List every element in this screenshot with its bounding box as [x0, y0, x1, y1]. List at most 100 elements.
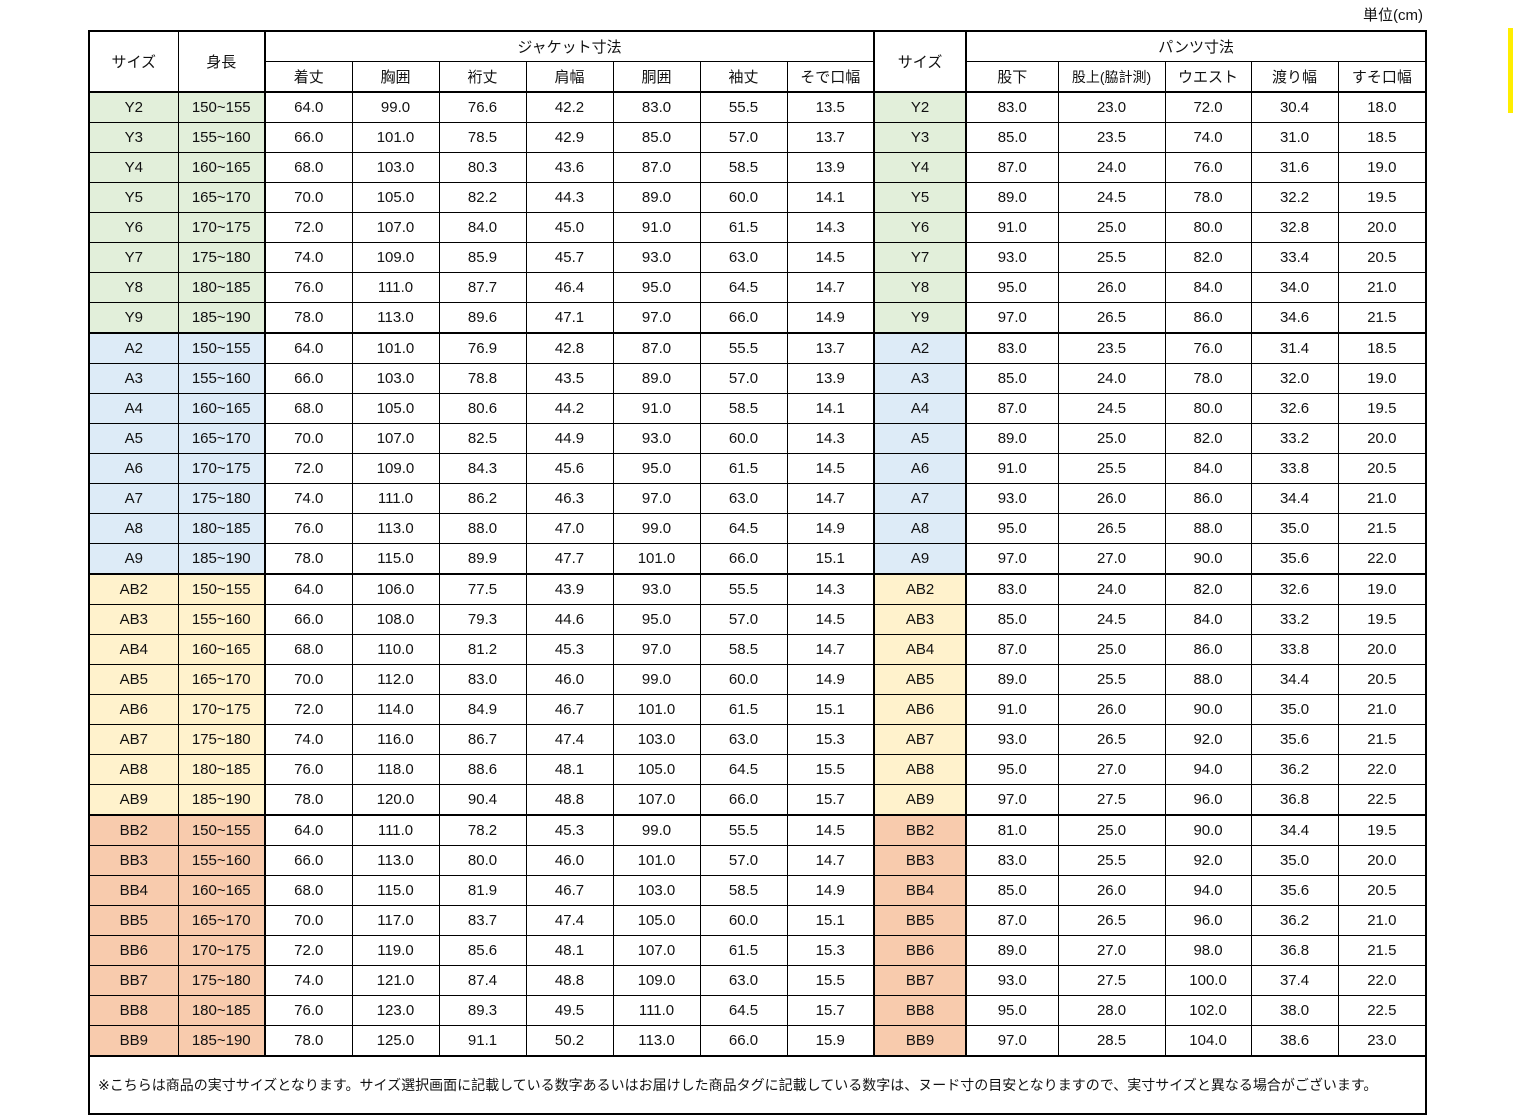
pants-value-cell: 96.0	[1164, 905, 1252, 936]
pants-value-cell: 25.0	[1057, 212, 1166, 243]
pants-value-cell: 35.6	[1250, 724, 1339, 755]
pants-value-cell: 89.0	[965, 935, 1059, 966]
pants-value-cell: 27.0	[1057, 754, 1166, 785]
jacket-value-cell: 64.0	[264, 814, 353, 846]
size-cell: Y8	[873, 272, 967, 303]
pants-value-cell: 72.0	[1164, 91, 1252, 123]
jacket-value-cell: 91.0	[612, 393, 701, 424]
jacket-value-cell: 15.7	[786, 784, 875, 816]
jacket-value-cell: 87.7	[438, 272, 527, 303]
pants-value-cell: 82.0	[1164, 423, 1252, 454]
jacket-value-cell: 68.0	[264, 634, 353, 665]
pants-value-cell: 84.0	[1164, 604, 1252, 635]
size-cell: BB9	[873, 1025, 967, 1057]
size-cell: AB2	[873, 573, 967, 605]
jacket-value-cell: 14.9	[786, 875, 875, 906]
jacket-value-cell: 14.7	[786, 272, 875, 303]
jacket-value-cell: 13.9	[786, 363, 875, 394]
pants-value-cell: 26.0	[1057, 272, 1166, 303]
table-row: BB3 155~160 66.0 113.0 80.0 46.0 101.0 57.0 14.7…	[88, 845, 1427, 876]
size-cell: A5	[873, 423, 967, 454]
table-row: AB6 170~175 72.0 114.0 84.9 46.7 101.0 61.5 15.1…	[88, 694, 1427, 725]
jacket-value-cell: 64.0	[264, 332, 353, 364]
pants-value-cell: 23.5	[1057, 122, 1166, 153]
pants-value-cell: 93.0	[965, 242, 1059, 273]
jacket-value-cell: 110.0	[351, 634, 440, 665]
size-cell: A6	[88, 453, 179, 484]
pants-value-cell: 85.0	[965, 363, 1059, 394]
col-header-jacket: 胴囲	[612, 61, 701, 93]
size-cell: A7	[88, 483, 179, 514]
jacket-value-cell: 89.0	[612, 182, 701, 213]
jacket-value-cell: 48.1	[525, 935, 614, 966]
jacket-value-cell: 107.0	[351, 423, 440, 454]
pants-value-cell: 20.0	[1337, 634, 1427, 665]
jacket-value-cell: 117.0	[351, 905, 440, 936]
table-row: BB8 180~185 76.0 123.0 89.3 49.5 111.0 64.5 15.7…	[88, 995, 1427, 1026]
jacket-value-cell: 57.0	[699, 122, 788, 153]
pants-value-cell: 24.0	[1057, 152, 1166, 183]
table-row: Y2 150~155 64.0 99.0 76.6 42.2 83.0 55.5 13.5 Y2 8…	[88, 91, 1427, 123]
table-row: Y6 170~175 72.0 107.0 84.0 45.0 91.0 61.5 14.3 Y6…	[88, 212, 1427, 243]
jacket-value-cell: 66.0	[264, 845, 353, 876]
jacket-value-cell: 90.4	[438, 784, 527, 816]
jacket-value-cell: 57.0	[699, 363, 788, 394]
jacket-value-cell: 103.0	[351, 363, 440, 394]
table-row: Y4 160~165 68.0 103.0 80.3 43.6 87.0 58.5 13.9 Y4…	[88, 152, 1427, 183]
pants-value-cell: 32.6	[1250, 393, 1339, 424]
jacket-value-cell: 14.9	[786, 664, 875, 695]
table-row: BB4 160~165 68.0 115.0 81.9 46.7 103.0 58.5 14.9…	[88, 875, 1427, 906]
jacket-value-cell: 111.0	[351, 483, 440, 514]
jacket-value-cell: 87.0	[612, 152, 701, 183]
jacket-value-cell: 44.9	[525, 423, 614, 454]
pants-value-cell: 87.0	[965, 634, 1059, 665]
jacket-value-cell: 87.0	[612, 332, 701, 364]
jacket-value-cell: 72.0	[264, 453, 353, 484]
table-row: A7 175~180 74.0 111.0 86.2 46.3 97.0 63.0 14.7 A7…	[88, 483, 1427, 514]
jacket-value-cell: 47.0	[525, 513, 614, 544]
size-cell: AB6	[873, 694, 967, 725]
jacket-value-cell: 47.1	[525, 302, 614, 334]
table-row: Y3 155~160 66.0 101.0 78.5 42.9 85.0 57.0 13.7 Y3…	[88, 122, 1427, 153]
size-cell: AB3	[873, 604, 967, 635]
pants-value-cell: 35.6	[1250, 875, 1339, 906]
jacket-value-cell: 74.0	[264, 965, 353, 996]
pants-value-cell: 78.0	[1164, 182, 1252, 213]
table-row: A2 150~155 64.0 101.0 76.9 42.8 87.0 55.5 13.7 A2…	[88, 332, 1427, 364]
size-cell: BB9	[88, 1025, 179, 1057]
jacket-value-cell: 89.6	[438, 302, 527, 334]
pants-value-cell: 34.6	[1250, 302, 1339, 334]
pants-value-cell: 93.0	[965, 965, 1059, 996]
pants-value-cell: 97.0	[965, 784, 1059, 816]
jacket-value-cell: 46.0	[525, 845, 614, 876]
pants-value-cell: 32.6	[1250, 573, 1339, 605]
jacket-value-cell: 66.0	[699, 1025, 788, 1057]
pants-value-cell: 21.0	[1337, 483, 1427, 514]
jacket-value-cell: 105.0	[612, 905, 701, 936]
jacket-value-cell: 15.9	[786, 1025, 875, 1057]
pants-value-cell: 20.5	[1337, 664, 1427, 695]
group-header-pants: パンツ寸法	[965, 30, 1427, 62]
jacket-value-cell: 58.5	[699, 393, 788, 424]
jacket-value-cell: 60.0	[699, 664, 788, 695]
jacket-value-cell: 103.0	[612, 875, 701, 906]
jacket-value-cell: 93.0	[612, 242, 701, 273]
jacket-value-cell: 84.0	[438, 212, 527, 243]
height-cell: 155~160	[177, 122, 266, 153]
pants-value-cell: 18.5	[1337, 332, 1427, 364]
size-cell: BB7	[873, 965, 967, 996]
jacket-value-cell: 61.5	[699, 212, 788, 243]
jacket-value-cell: 57.0	[699, 604, 788, 635]
pants-value-cell: 22.0	[1337, 754, 1427, 785]
pants-value-cell: 20.0	[1337, 423, 1427, 454]
jacket-value-cell: 44.6	[525, 604, 614, 635]
jacket-value-cell: 14.7	[786, 483, 875, 514]
pants-value-cell: 83.0	[965, 91, 1059, 123]
size-cell: Y3	[873, 122, 967, 153]
jacket-value-cell: 111.0	[351, 272, 440, 303]
jacket-value-cell: 112.0	[351, 664, 440, 695]
pants-value-cell: 26.0	[1057, 875, 1166, 906]
height-cell: 170~175	[177, 212, 266, 243]
height-cell: 150~155	[177, 332, 266, 364]
